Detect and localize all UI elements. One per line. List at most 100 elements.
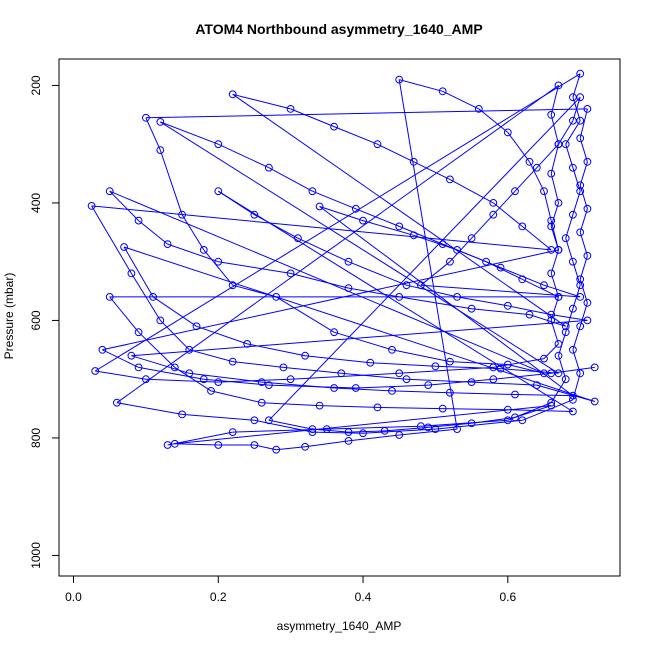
data-point xyxy=(250,416,259,425)
series-line-segment xyxy=(406,378,472,383)
data-point xyxy=(214,441,223,449)
series-line-segment xyxy=(391,349,450,363)
data-point xyxy=(583,105,592,113)
series-line-segment xyxy=(355,384,429,389)
series-line-segment xyxy=(471,308,530,316)
data-point xyxy=(547,169,556,178)
series-line-segment xyxy=(109,190,139,221)
series-line-segment xyxy=(579,232,588,256)
data-point xyxy=(344,428,353,437)
data-point xyxy=(438,240,447,249)
data-point xyxy=(503,405,512,414)
series-line-segment xyxy=(449,392,516,395)
y-tick-label: 600 xyxy=(29,310,43,330)
data-point xyxy=(120,243,128,251)
data-point xyxy=(294,234,302,243)
data-point xyxy=(134,216,143,225)
data-point xyxy=(554,293,563,301)
data-point xyxy=(402,281,411,290)
data-point xyxy=(569,407,577,416)
series-line-segment xyxy=(218,190,255,216)
data-point xyxy=(185,369,194,378)
data-point xyxy=(438,87,447,96)
data-point xyxy=(489,210,498,219)
series-line-segment xyxy=(413,234,458,251)
series-line-segment xyxy=(145,117,161,151)
data-point xyxy=(446,175,454,184)
series-line-segment xyxy=(579,302,588,327)
x-tick-label: 0.2 xyxy=(210,590,227,604)
data-point xyxy=(503,416,512,425)
data-point xyxy=(576,134,585,143)
series-line-segment xyxy=(550,114,559,145)
data-point xyxy=(178,210,187,219)
data-point xyxy=(286,269,295,278)
data-point xyxy=(366,358,375,367)
data-point xyxy=(388,345,396,354)
data-point xyxy=(279,363,288,372)
data-point xyxy=(554,140,563,149)
series-line-segment xyxy=(109,296,139,333)
series-line-segment xyxy=(428,378,494,386)
series-line-segment xyxy=(399,428,458,436)
series-line-segment xyxy=(572,261,581,286)
data-point xyxy=(518,416,527,425)
data-point xyxy=(87,202,96,210)
series-line-segment xyxy=(297,237,349,263)
data-point xyxy=(322,425,331,434)
data-point xyxy=(569,391,577,400)
series-line-segment xyxy=(565,238,574,262)
series-line-segment xyxy=(572,191,581,215)
series-line-segment xyxy=(254,419,313,433)
data-point xyxy=(561,234,570,243)
data-point xyxy=(417,422,425,431)
series-points-layer xyxy=(87,69,599,454)
data-point xyxy=(105,187,114,196)
series-line-segment xyxy=(399,79,443,92)
data-point xyxy=(330,384,339,392)
data-point xyxy=(265,381,273,390)
series-line-segment xyxy=(312,431,364,434)
data-point xyxy=(496,364,505,373)
series-line-segment xyxy=(189,372,262,383)
series-line-segment xyxy=(174,443,219,446)
series-line-segment xyxy=(159,149,183,215)
data-point xyxy=(351,384,360,392)
data-point xyxy=(257,398,266,407)
series-line-segment xyxy=(290,108,335,128)
series-line-segment xyxy=(159,320,190,351)
data-point xyxy=(518,275,527,284)
data-point xyxy=(576,228,585,237)
data-point xyxy=(402,375,411,384)
data-point xyxy=(583,251,592,260)
series-line-segment xyxy=(550,320,559,345)
data-point xyxy=(134,363,143,372)
data-point xyxy=(590,363,599,372)
data-point xyxy=(373,140,382,149)
series-line-segment xyxy=(348,430,385,433)
series-line-segment xyxy=(500,267,545,286)
series-line-segment xyxy=(261,402,320,407)
data-point xyxy=(409,231,418,240)
data-point xyxy=(446,257,454,266)
chart-title: ATOM4 Northbound asymmetry_1640_AMP xyxy=(195,21,482,37)
series-line-segment xyxy=(319,206,574,397)
series-line-segment xyxy=(123,246,595,402)
data-point xyxy=(576,181,585,190)
data-point xyxy=(467,419,476,428)
series-line-segment xyxy=(334,387,393,392)
data-point xyxy=(265,416,273,425)
data-point xyxy=(438,404,447,413)
data-point xyxy=(489,199,498,207)
series-line-segment xyxy=(514,394,573,397)
data-point xyxy=(561,328,570,337)
series-line-segment xyxy=(218,143,270,169)
series-line-segment xyxy=(478,108,509,133)
data-point xyxy=(228,357,237,366)
data-point xyxy=(142,375,150,384)
data-point xyxy=(576,293,585,301)
data-point xyxy=(489,363,498,372)
data-point xyxy=(576,322,585,331)
data-point xyxy=(185,345,194,354)
y-axis-label: Pressure (mbar) xyxy=(2,273,16,360)
